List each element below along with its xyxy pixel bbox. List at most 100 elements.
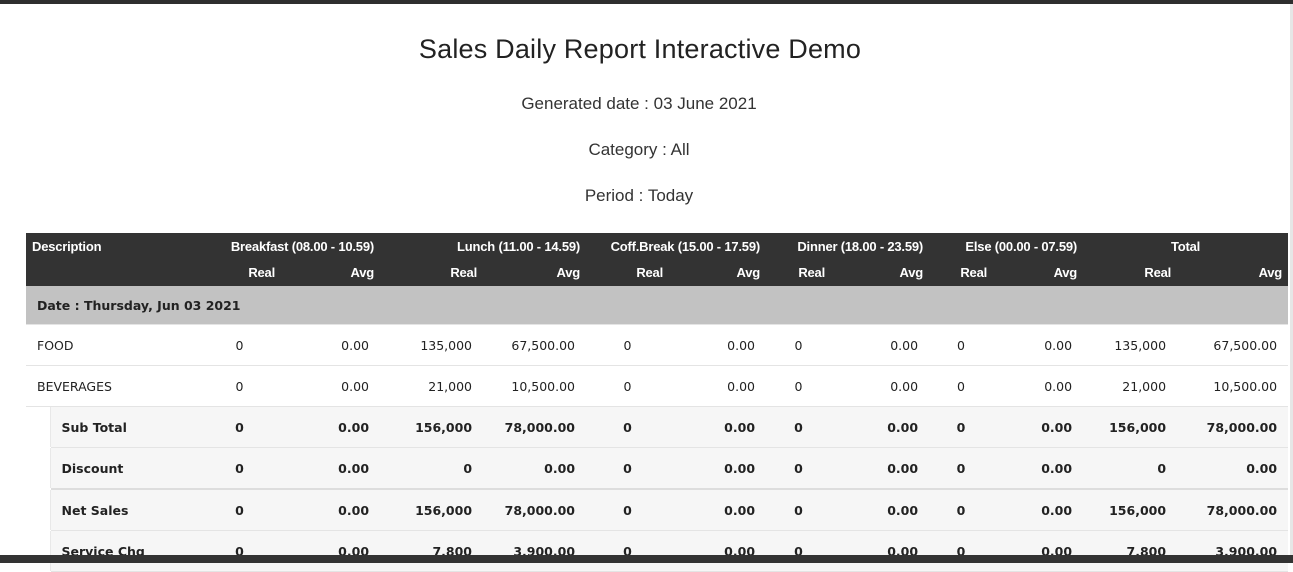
cell: 0 — [766, 324, 832, 366]
subcol-real: Real — [198, 259, 282, 286]
cell: 0 — [766, 365, 832, 407]
cell: 67,500.00 — [1177, 324, 1289, 366]
category-filter: Category : All — [588, 140, 690, 159]
cell: 0 — [586, 447, 670, 490]
cell: 0 — [929, 488, 994, 531]
cell: 0 — [198, 324, 282, 366]
cell: 0 — [929, 406, 994, 448]
col-description: Description — [26, 233, 199, 259]
cell: 67,500.00 — [483, 324, 587, 366]
period-filter: Period : Today — [584, 186, 694, 205]
cell: 0 — [198, 406, 282, 448]
cell: 0.00 — [669, 324, 767, 366]
cell: 78,000.00 — [483, 488, 587, 531]
cell: 135,000 — [380, 324, 484, 366]
cell: 156,000 — [1083, 488, 1178, 531]
table-row[interactable]: BEVERAGES 0 0.00 21,000 10,500.00 0 0.00… — [26, 365, 1289, 407]
cell: 0 — [586, 324, 670, 366]
cell: 0.00 — [831, 488, 930, 531]
col-breakfast: Breakfast (08.00 - 10.59) — [198, 233, 381, 259]
cell: 0.00 — [1177, 447, 1289, 490]
cell: 0.00 — [993, 324, 1084, 366]
cell: 0.00 — [993, 365, 1084, 407]
cell: 78,000.00 — [1177, 488, 1289, 531]
col-total: Total — [1083, 233, 1289, 259]
cell: 0.00 — [281, 488, 381, 531]
cell: 0.00 — [831, 324, 930, 366]
row-indent — [26, 447, 51, 490]
cell: 0.00 — [831, 365, 930, 407]
report-title: Sales Daily Report Interactive Demo — [418, 34, 862, 64]
row-label: FOOD — [26, 324, 199, 366]
cell: 0 — [929, 530, 994, 572]
cell: 0.00 — [831, 406, 930, 448]
row-label: Discount — [50, 447, 199, 490]
scrollbar-track[interactable] — [1290, 4, 1293, 555]
cell: 0 — [766, 530, 832, 572]
cell: 0.00 — [993, 406, 1084, 448]
cell: 156,000 — [380, 406, 484, 448]
cell: 0.00 — [281, 324, 381, 366]
row-indent — [26, 406, 51, 448]
subcol-avg: Avg — [483, 259, 587, 286]
header-spacer — [26, 259, 199, 286]
cell: 0 — [198, 447, 282, 490]
cell: 0.00 — [831, 447, 930, 490]
sales-report-table: Description Breakfast (08.00 - 10.59) Lu… — [26, 233, 1289, 572]
subcol-avg: Avg — [669, 259, 767, 286]
cell: 0.00 — [669, 488, 767, 531]
cell: 0 — [586, 530, 670, 572]
subcol-avg: Avg — [1177, 259, 1289, 286]
cell: 0 — [586, 406, 670, 448]
bottom-border — [0, 555, 1293, 563]
date-group-row[interactable]: Date : Thursday, Jun 03 2021 — [26, 286, 1289, 325]
cell: 0 — [766, 447, 832, 490]
cell: 3,900.00 — [1177, 530, 1289, 572]
cell: 0.00 — [669, 365, 767, 407]
cell: 10,500.00 — [483, 365, 587, 407]
generated-date: Generated date : 03 June 2021 — [521, 94, 757, 113]
table-row-subtotal[interactable]: Sub Total 0 0.00 156,000 78,000.00 0 0.0… — [26, 406, 1289, 448]
table-row-discount[interactable]: Discount 0 0.00 0 0.00 0 0.00 0 0.00 0 0… — [26, 447, 1289, 490]
table-row-net-sales[interactable]: Net Sales 0 0.00 156,000 78,000.00 0 0.0… — [26, 488, 1289, 531]
cell: 0.00 — [281, 365, 381, 407]
row-label: Net Sales — [50, 488, 199, 531]
cell: 0 — [198, 365, 282, 407]
cell: 0.00 — [281, 447, 381, 490]
cell: 0 — [380, 447, 484, 490]
subcol-real: Real — [929, 259, 994, 286]
cell: 21,000 — [1083, 365, 1178, 407]
cell: 0 — [198, 530, 282, 572]
header-row-groups: Description Breakfast (08.00 - 10.59) Lu… — [26, 233, 1289, 259]
col-lunch: Lunch (11.00 - 14.59) — [380, 233, 587, 259]
subcol-real: Real — [586, 259, 670, 286]
cell: 0.00 — [281, 530, 381, 572]
subcol-real: Real — [1083, 259, 1178, 286]
cell: 135,000 — [1083, 324, 1178, 366]
cell: 0.00 — [669, 447, 767, 490]
cell: 0.00 — [831, 530, 930, 572]
row-label: BEVERAGES — [26, 365, 199, 407]
cell: 0 — [766, 488, 832, 531]
subcol-avg: Avg — [993, 259, 1084, 286]
cell: 156,000 — [1083, 406, 1178, 448]
cell: 0 — [586, 365, 670, 407]
cell: 0.00 — [281, 406, 381, 448]
cell: 0 — [586, 488, 670, 531]
subcol-avg: Avg — [281, 259, 381, 286]
date-group-label: Date : Thursday, Jun 03 2021 — [26, 286, 1289, 325]
col-coffee-break: Coff.Break (15.00 - 17.59) — [586, 233, 767, 259]
table-row[interactable]: FOOD 0 0.00 135,000 67,500.00 0 0.00 0 0… — [26, 324, 1289, 366]
subcol-real: Real — [380, 259, 484, 286]
cell: 78,000.00 — [483, 406, 587, 448]
header-row-sub: Real Avg Real Avg Real Avg Real Avg Real… — [26, 259, 1289, 286]
table-row-service-charge[interactable]: Service Chg 0 0.00 7,800 3,900.00 0 0.00… — [26, 530, 1289, 572]
cell: 0 — [1083, 447, 1178, 490]
col-dinner: Dinner (18.00 - 23.59) — [766, 233, 930, 259]
cell: 0 — [198, 488, 282, 531]
cell: 0.00 — [993, 488, 1084, 531]
cell: 7,800 — [1083, 530, 1178, 572]
cell: 0 — [929, 447, 994, 490]
subcol-real: Real — [766, 259, 832, 286]
cell: 0 — [929, 365, 994, 407]
